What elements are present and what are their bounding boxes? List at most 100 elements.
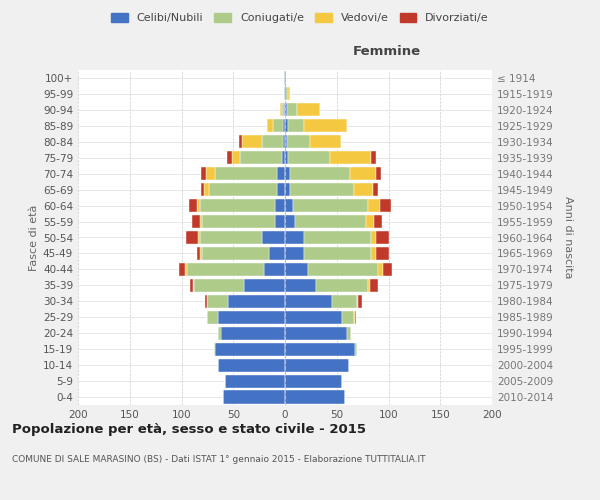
Bar <box>374 215 382 228</box>
Bar <box>285 310 342 324</box>
Bar <box>239 135 242 148</box>
Bar <box>265 263 285 276</box>
Bar <box>310 135 341 148</box>
Bar <box>208 310 218 324</box>
Bar <box>209 183 277 196</box>
Bar <box>197 199 200 212</box>
Bar <box>285 231 304 244</box>
Bar <box>376 167 381 180</box>
Bar <box>272 120 283 132</box>
Bar <box>355 310 356 324</box>
Bar <box>371 247 376 260</box>
Bar <box>284 104 285 117</box>
Text: Popolazione per età, sesso e stato civile - 2015: Popolazione per età, sesso e stato civil… <box>12 422 366 436</box>
Bar <box>285 199 293 212</box>
Bar <box>370 279 378 292</box>
Bar <box>286 88 288 101</box>
Bar <box>242 135 262 148</box>
Bar <box>285 342 355 355</box>
Bar <box>227 151 232 164</box>
Bar <box>304 120 347 132</box>
Bar <box>262 231 285 244</box>
Bar <box>285 390 345 404</box>
Bar <box>298 104 320 117</box>
Bar <box>221 326 285 340</box>
Bar <box>285 183 290 196</box>
Bar <box>285 88 286 101</box>
Bar <box>202 215 275 228</box>
Bar <box>304 247 371 260</box>
Bar <box>275 215 285 228</box>
Bar <box>241 151 282 164</box>
Bar <box>205 295 208 308</box>
Bar <box>269 247 285 260</box>
Bar <box>218 358 285 372</box>
Legend: Celibi/Nubili, Coniugati/e, Vedovi/e, Divorziati/e: Celibi/Nubili, Coniugati/e, Vedovi/e, Di… <box>107 8 493 28</box>
Bar <box>290 167 350 180</box>
Bar <box>285 374 342 388</box>
Bar <box>329 151 371 164</box>
Text: COMUNE DI SALE MARASINO (BS) - Dati ISTAT 1° gennaio 2015 - Elaborazione TUTTITA: COMUNE DI SALE MARASINO (BS) - Dati ISTA… <box>12 455 425 464</box>
Bar <box>283 135 285 148</box>
Bar <box>368 279 370 292</box>
Bar <box>355 342 358 355</box>
Bar <box>200 215 202 228</box>
Bar <box>380 199 391 212</box>
Bar <box>282 104 284 117</box>
Bar <box>287 135 310 148</box>
Bar <box>282 151 285 164</box>
Bar <box>285 247 304 260</box>
Bar <box>350 167 376 180</box>
Bar <box>215 342 285 355</box>
Bar <box>383 263 392 276</box>
Bar <box>200 199 275 212</box>
Bar <box>204 183 209 196</box>
Text: Femmine: Femmine <box>352 46 421 59</box>
Bar <box>366 215 374 228</box>
Bar <box>285 295 332 308</box>
Bar <box>214 342 215 355</box>
Bar <box>288 120 304 132</box>
Bar <box>342 310 355 324</box>
Bar <box>284 72 285 85</box>
Bar <box>275 199 285 212</box>
Bar <box>190 279 193 292</box>
Bar <box>304 231 371 244</box>
Bar <box>194 279 244 292</box>
Bar <box>208 295 228 308</box>
Bar <box>368 199 380 212</box>
Bar <box>284 88 285 101</box>
Bar <box>200 247 202 260</box>
Bar <box>228 295 285 308</box>
Bar <box>285 151 288 164</box>
Bar <box>223 390 285 404</box>
Bar <box>285 135 287 148</box>
Bar <box>308 263 378 276</box>
Bar <box>285 279 316 292</box>
Bar <box>358 295 362 308</box>
Bar <box>288 151 329 164</box>
Bar <box>277 183 285 196</box>
Bar <box>202 247 269 260</box>
Y-axis label: Fasce di età: Fasce di età <box>29 204 39 270</box>
Bar <box>192 215 200 228</box>
Bar <box>355 183 373 196</box>
Bar <box>316 279 368 292</box>
Bar <box>198 231 200 244</box>
Bar <box>179 263 185 276</box>
Bar <box>285 72 286 85</box>
Bar <box>206 167 215 180</box>
Bar <box>218 310 285 324</box>
Bar <box>189 199 197 212</box>
Bar <box>185 263 187 276</box>
Bar <box>277 167 285 180</box>
Bar <box>287 104 298 117</box>
Bar <box>285 120 288 132</box>
Bar <box>376 231 389 244</box>
Bar <box>293 199 368 212</box>
Bar <box>290 183 355 196</box>
Bar <box>347 326 351 340</box>
Bar <box>332 295 358 308</box>
Bar <box>285 167 290 180</box>
Bar <box>376 247 389 260</box>
